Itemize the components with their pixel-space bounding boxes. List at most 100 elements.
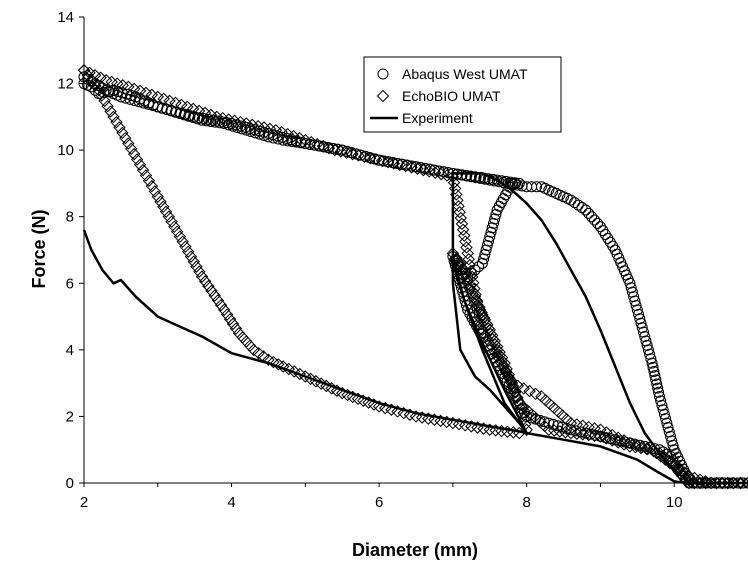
- diamond-point: [198, 275, 212, 288]
- diamond-point: [484, 327, 497, 341]
- diamond-point: [110, 115, 123, 129]
- diamond-point: [246, 118, 259, 132]
- diamond-point: [470, 294, 483, 307]
- diamond-point: [570, 427, 584, 440]
- diamond-point: [358, 150, 371, 164]
- y-tick-label: 10: [57, 142, 74, 159]
- diamond-point: [393, 158, 406, 171]
- diamond-point: [145, 179, 159, 193]
- diamond-point: [346, 147, 359, 161]
- diamond-point: [405, 161, 418, 174]
- y-tick-label: 2: [66, 408, 74, 425]
- diamond-point: [463, 258, 477, 272]
- circle-point: [652, 382, 664, 394]
- diamond-point: [125, 142, 138, 156]
- diamond-point: [195, 270, 209, 283]
- diamond-point: [570, 418, 584, 431]
- diamond-point: [148, 185, 162, 198]
- legend-circle-swatch: [377, 68, 389, 80]
- x-axis-title: Diameter (mm): [352, 540, 478, 560]
- diamond-point: [387, 157, 401, 170]
- diamond-point: [184, 250, 198, 263]
- diamond-point: [223, 313, 237, 326]
- diamond-point: [547, 401, 561, 415]
- diamond-point: [564, 426, 578, 440]
- diamond-point: [110, 77, 124, 90]
- diamond-point: [629, 438, 643, 452]
- diamond-point: [116, 79, 129, 92]
- diamond-point: [157, 92, 170, 106]
- legend-item: Experiment: [370, 110, 473, 126]
- diamond-point: [653, 446, 666, 460]
- diamond-point: [299, 133, 312, 147]
- circle-point: [500, 189, 512, 201]
- diamond-point: [293, 131, 306, 145]
- diamond-point: [229, 322, 243, 335]
- diamond-point: [510, 391, 524, 404]
- diamond-point: [493, 348, 506, 362]
- circle-point: [655, 395, 667, 407]
- diamond-point: [186, 102, 200, 116]
- circle-point: [120, 92, 131, 104]
- diamond-point: [181, 100, 194, 114]
- circle-point: [651, 378, 663, 390]
- diamond-point: [263, 122, 277, 136]
- diamond-point: [487, 344, 501, 358]
- diamond-point: [130, 153, 144, 166]
- diamond-point: [205, 284, 218, 298]
- diamond-point: [252, 346, 265, 360]
- diamond-point: [173, 230, 187, 243]
- diamond-point: [502, 371, 516, 385]
- experiment-line: [82, 172, 748, 485]
- diamond-point: [479, 329, 492, 342]
- diamond-point: [454, 257, 467, 270]
- circle-point: [478, 253, 490, 265]
- diamond-point: [281, 127, 294, 141]
- y-tick-label: 4: [66, 342, 74, 359]
- diamond-point: [721, 476, 734, 490]
- legend-label: Experiment: [402, 110, 473, 126]
- diamond-point: [471, 300, 485, 313]
- diamond-point: [211, 294, 225, 307]
- diamond-point: [287, 129, 300, 143]
- circle-point: [591, 217, 603, 229]
- x-tick-label: 8: [522, 494, 530, 511]
- diamond-point: [499, 364, 513, 378]
- diamond-point: [220, 308, 234, 321]
- diamond-point: [727, 476, 740, 490]
- diamond-point: [247, 343, 260, 357]
- legend-item: EchoBIO UMAT: [376, 88, 501, 104]
- diamond-point: [454, 211, 468, 225]
- diamond-point: [101, 99, 114, 113]
- diamond-point: [251, 119, 265, 133]
- diamond-point: [92, 84, 105, 97]
- diamond-point: [240, 117, 253, 130]
- diamond-point: [352, 149, 365, 162]
- diamond-point: [236, 331, 249, 344]
- diamond-point: [202, 279, 215, 293]
- diamond-point: [83, 66, 96, 79]
- diamond-point: [113, 121, 126, 134]
- circle-point: [513, 177, 525, 189]
- y-tick-label: 6: [66, 275, 74, 292]
- diamond-point: [169, 96, 182, 110]
- diamond-point: [139, 86, 153, 100]
- x-tick-label: 10: [666, 494, 683, 511]
- diamond-point: [588, 422, 601, 435]
- diamond-point: [505, 376, 519, 390]
- diamond-point: [417, 163, 430, 177]
- diamond-point: [369, 153, 383, 166]
- diamond-point: [165, 215, 178, 228]
- diamond-point: [423, 165, 436, 178]
- diamond-point: [159, 205, 173, 218]
- diamond-point: [600, 426, 613, 439]
- diamond-point: [462, 253, 475, 266]
- diamond-point: [493, 355, 507, 369]
- diamond-point: [635, 440, 648, 454]
- diamond-point: [539, 394, 552, 407]
- diamond-point: [328, 143, 342, 157]
- diamond-point: [564, 416, 578, 430]
- diamond-point: [594, 423, 607, 436]
- diamond-point: [310, 137, 324, 151]
